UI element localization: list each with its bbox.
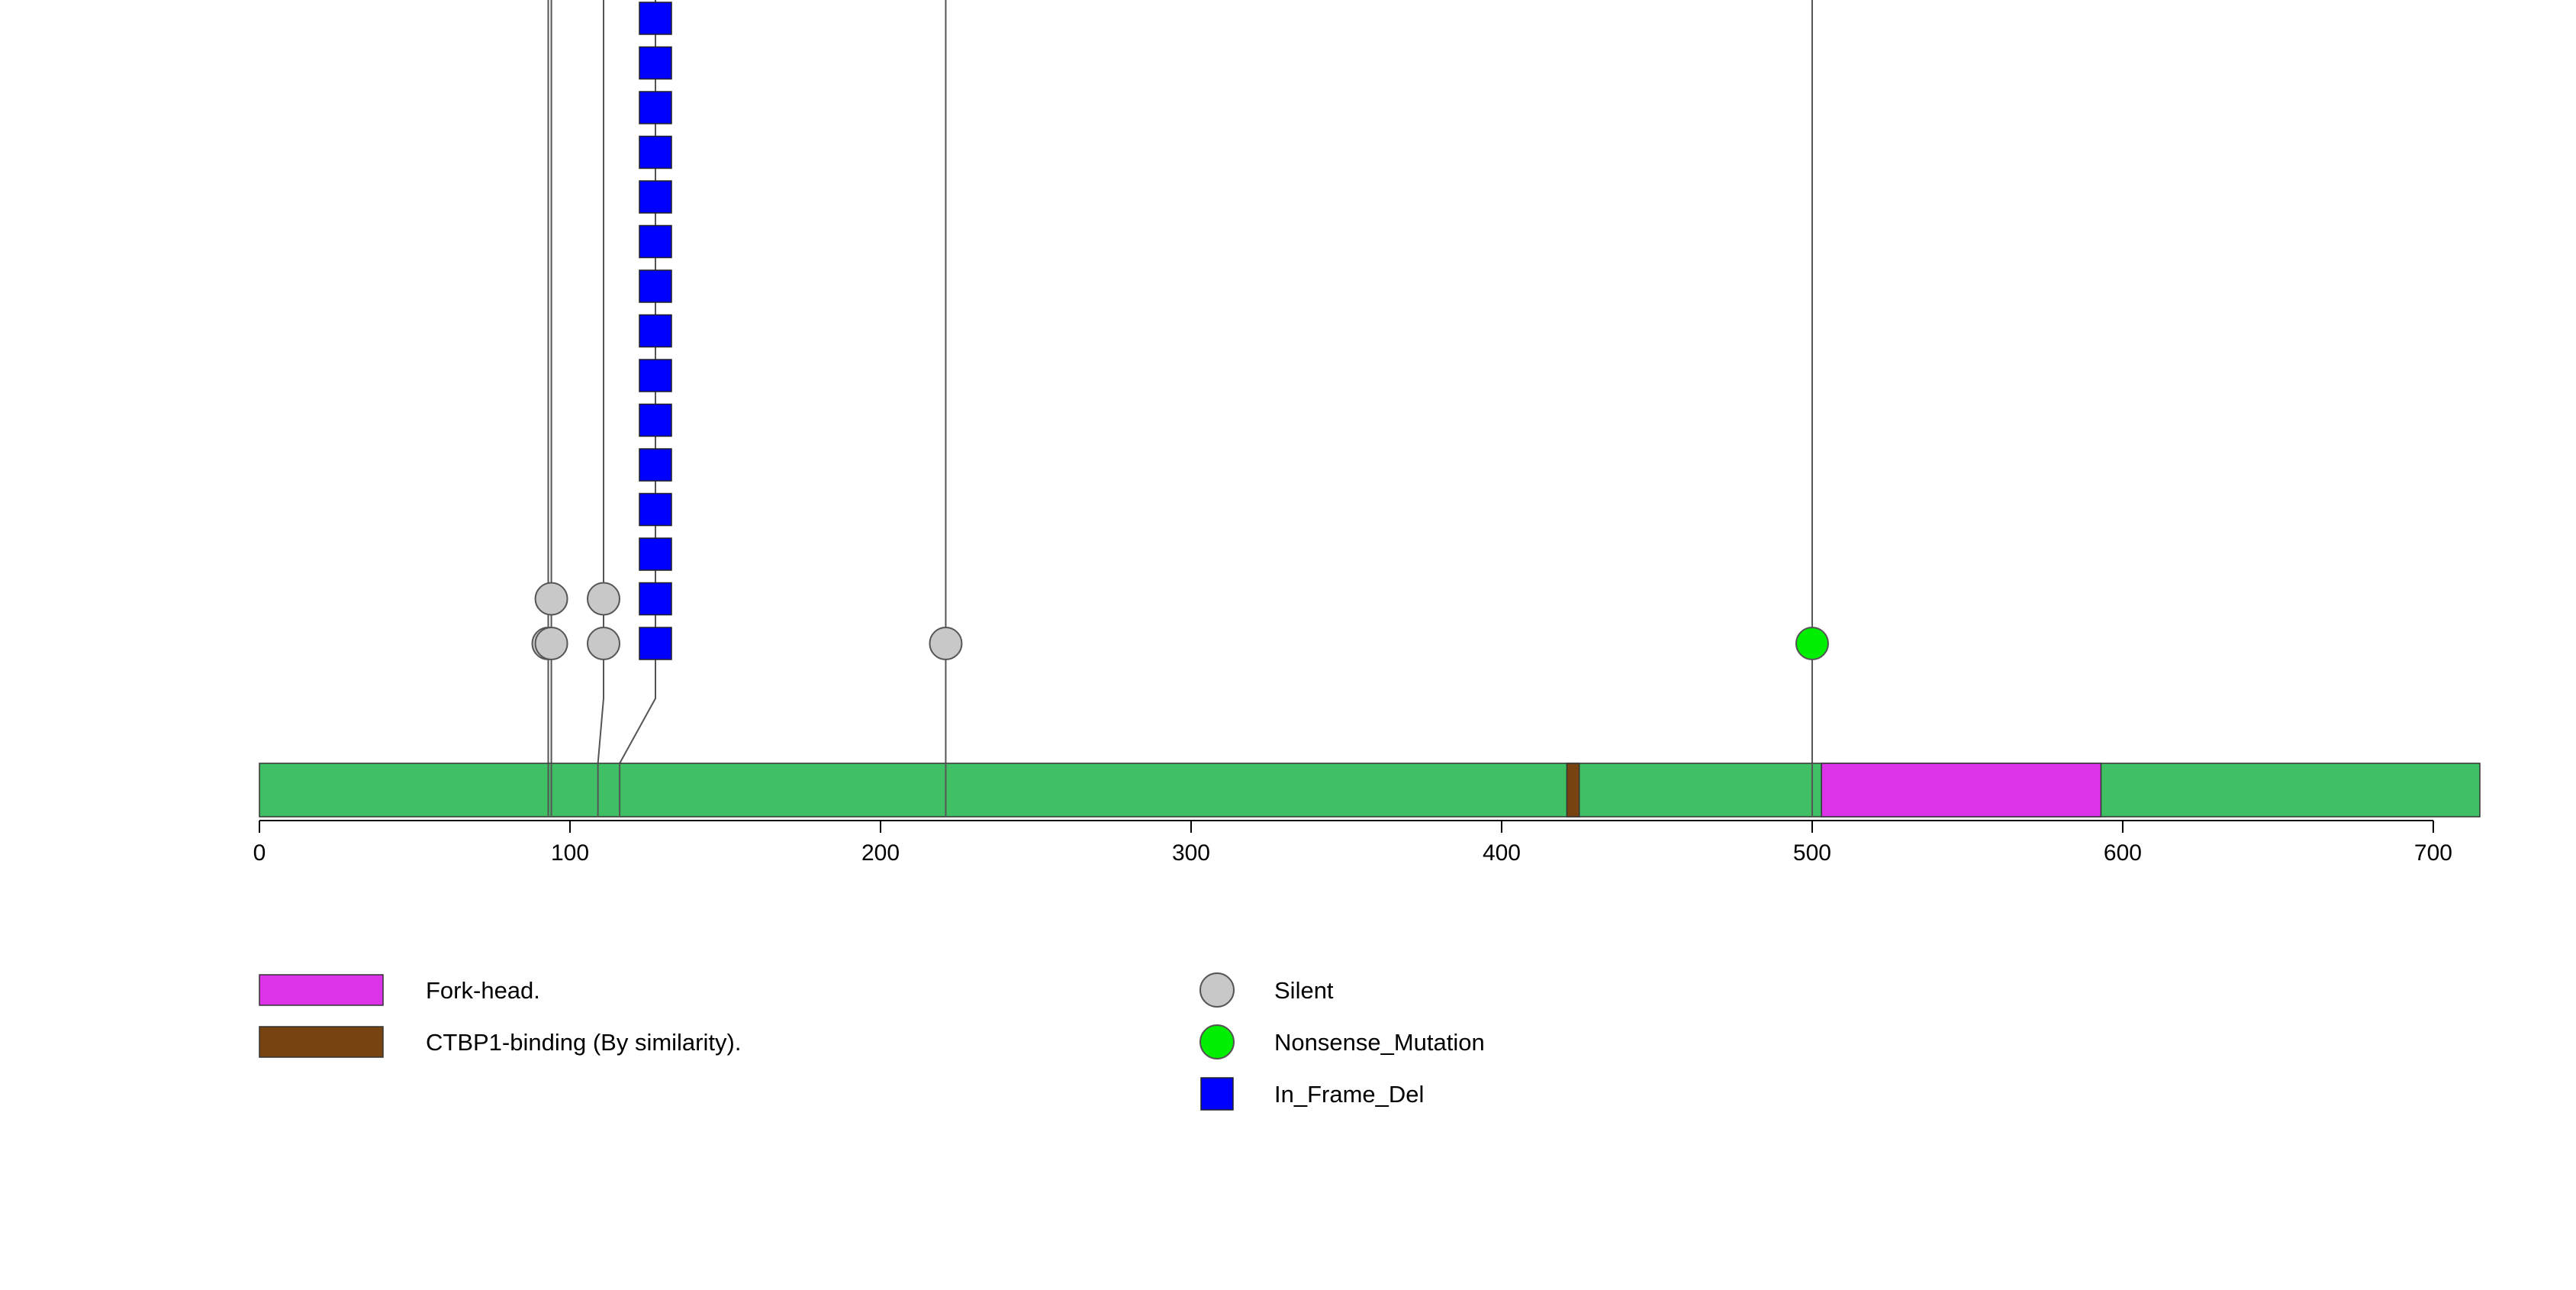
mutation-marker-square: [639, 180, 672, 214]
mutation-marker-circle: [587, 582, 620, 616]
legend-domain-swatch: [259, 1026, 384, 1058]
mutation-marker-square: [639, 314, 672, 348]
legend-mutation-swatch: [1199, 1024, 1235, 1059]
x-tick-label: 500: [1793, 840, 1831, 866]
mutation-stems: [547, 0, 1813, 817]
mutation-marker-square: [639, 359, 672, 392]
x-tick-label: 700: [2414, 840, 2452, 866]
x-tick-label: 600: [2104, 840, 2142, 866]
legend-domain-label: Fork-head.: [426, 977, 540, 1004]
mutation-marker-square: [639, 582, 672, 616]
legend-mutation-label: In_Frame_Del: [1274, 1081, 1424, 1108]
mutation-marker-square: [639, 492, 672, 527]
mutation-marker-circle: [587, 627, 620, 660]
mutation-marker-square: [639, 135, 672, 169]
x-tick-label: 100: [551, 840, 589, 866]
protein-domain: [1821, 763, 2102, 818]
protein-backbone: [259, 763, 2481, 818]
protein-domain: [1566, 763, 1580, 818]
mutation-marker-square: [639, 269, 672, 303]
legend: Fork-head. CTBP1-binding (By similarity).…: [259, 972, 1485, 1111]
legend-domain-swatch: [259, 974, 384, 1006]
legend-mutation-swatch: [1199, 972, 1235, 1008]
mutation-marker-square: [639, 224, 672, 259]
mutation-marker-circle: [929, 627, 963, 660]
legend-mutation-label: Silent: [1274, 977, 1334, 1004]
mutation-stem: [597, 0, 604, 817]
mutation-marker-square: [639, 448, 672, 482]
legend-mutation-label: Nonsense_Mutation: [1274, 1029, 1485, 1056]
legend-mutation-swatch: [1200, 1077, 1234, 1111]
x-tick-label: 200: [861, 840, 900, 866]
x-tick-label: 400: [1483, 840, 1521, 866]
mutation-markers: [531, 2, 1829, 660]
mutation-marker-circle: [534, 627, 568, 660]
mutation-marker-square: [639, 2, 672, 35]
x-tick-label: 300: [1172, 840, 1210, 866]
mutation-marker-circle: [534, 582, 568, 616]
mutation-marker-square: [639, 537, 672, 571]
mutation-marker-square: [639, 403, 672, 437]
mutation-marker-square: [639, 46, 672, 80]
x-axis: 0 100 200 300 400 500 600 700: [253, 820, 2452, 866]
x-tick-label: 0: [253, 840, 266, 866]
mutation-marker-circle: [1795, 627, 1829, 660]
protein-backbone-layer: [259, 763, 2481, 818]
mutation-marker-square: [639, 91, 672, 124]
mutation-marker-square: [639, 627, 672, 660]
legend-domain-label: CTBP1-binding (By similarity).: [426, 1029, 741, 1056]
